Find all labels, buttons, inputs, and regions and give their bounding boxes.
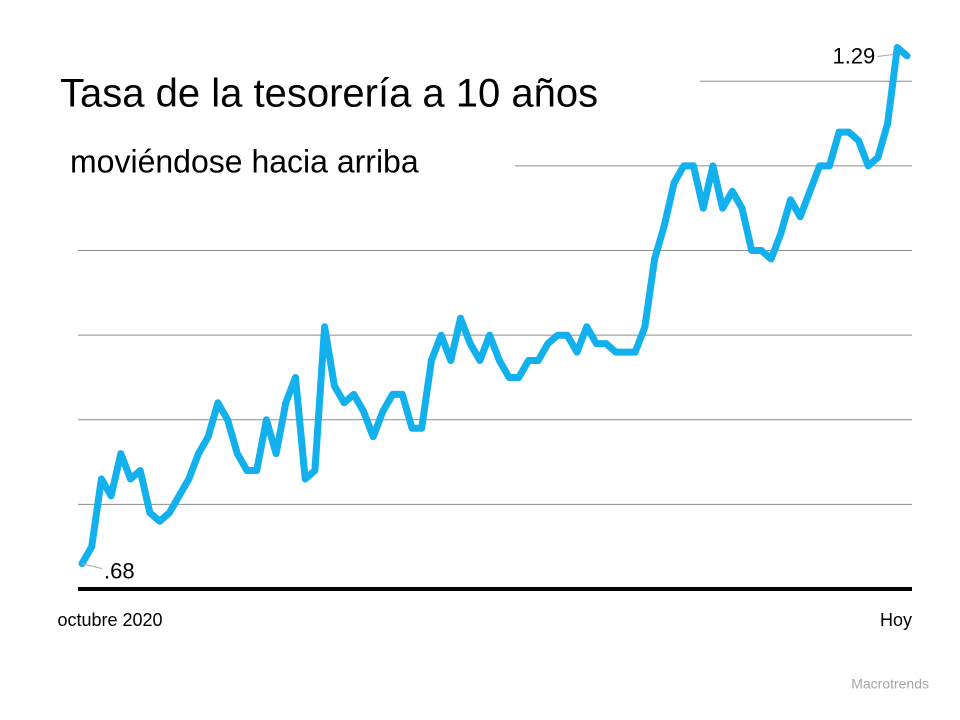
chart-subtitle: moviéndose hacia arriba <box>70 143 419 179</box>
label-leader <box>81 563 103 570</box>
data-line <box>78 44 911 568</box>
chart-title: Tasa de la tesorería a 10 años <box>60 72 598 116</box>
x-tick-label: Hoy <box>880 610 912 630</box>
source: Macrotrends <box>851 676 929 692</box>
x-tick-label: octubre 2020 <box>57 610 162 630</box>
data-label: .68 <box>104 558 135 583</box>
label-leader <box>877 53 894 57</box>
data-label: 1.29 <box>832 43 875 68</box>
